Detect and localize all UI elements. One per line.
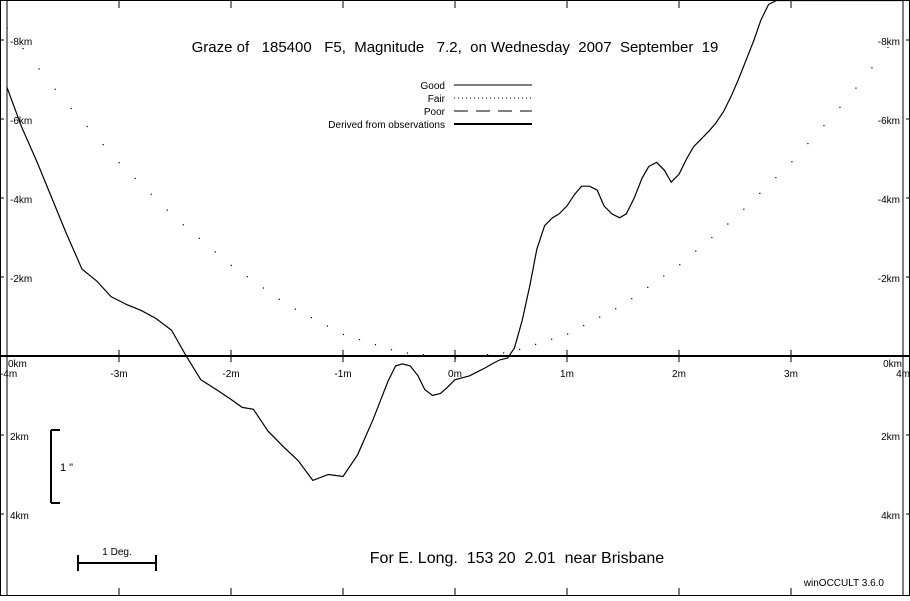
y-tick-label-right: 4km <box>881 511 900 522</box>
degree-scale-label: 1 Deg. <box>102 547 131 558</box>
y-tick-label-right: 2km <box>881 432 900 443</box>
series-fair-point <box>406 352 409 354</box>
y-tick-label-left: 4km <box>10 511 29 522</box>
series-fair-point <box>102 144 104 146</box>
series-fair-dots <box>6 27 889 359</box>
series-fair-point <box>679 264 681 266</box>
y-tick-label-right: -2km <box>878 274 900 285</box>
series-fair-point <box>38 68 40 70</box>
x-tick-label: -2m <box>222 369 239 380</box>
series-fair-point <box>711 236 713 239</box>
series-fair-point <box>342 333 345 336</box>
series-fair-point <box>54 88 56 90</box>
series-fair-point <box>599 316 601 318</box>
degree-scale-bar: 1 Deg. <box>77 547 157 571</box>
legend-label-fair: Fair <box>428 94 446 105</box>
series-fair-point <box>118 162 120 164</box>
series-fair-point <box>583 325 585 327</box>
series-fair-point <box>310 317 313 319</box>
series-fair-point <box>6 27 8 29</box>
series-fair-point <box>262 287 264 289</box>
series-fair-point <box>470 355 473 357</box>
y-tick-label-left: -4km <box>10 195 32 206</box>
y-tick-label-right: -8km <box>878 37 900 48</box>
y-tick-label-left: 0km <box>8 359 27 370</box>
series-fair-point <box>535 343 537 345</box>
series-fair-point <box>631 298 633 300</box>
x-tick-label: -3m <box>110 369 127 380</box>
series-fair-point <box>791 161 793 163</box>
series-fair-point <box>230 264 232 267</box>
y-tick-label-left: -6km <box>10 116 32 127</box>
series-fair-point <box>855 87 857 89</box>
series-fair-point <box>214 251 216 253</box>
y-tick-label-right: 0km <box>883 359 902 370</box>
series-fair-point <box>246 276 248 278</box>
series-fair-point <box>551 338 553 340</box>
series-fair-point <box>871 67 873 69</box>
legend-label-derived: Derived from observations <box>328 120 445 131</box>
series-fair-point <box>502 352 505 354</box>
series-fair-point <box>166 209 168 211</box>
series-fair-point <box>70 107 72 110</box>
x-tick-label: 2m <box>672 369 686 380</box>
location-caption: For E. Long. 153 20 2.01 near Brisbane <box>370 550 665 567</box>
series-fair-point <box>727 223 729 225</box>
y-tick-label-right: -6km <box>878 116 900 127</box>
series-fair-point <box>134 177 136 180</box>
series-fair-point <box>743 208 745 210</box>
x-tick-label: 0m <box>448 369 462 380</box>
x-tick-label: 4m <box>896 369 910 380</box>
series-fair-point <box>695 250 697 252</box>
series-fair-point <box>182 224 184 226</box>
vertical-scale-marker: 1 " <box>50 429 73 504</box>
series-fair-point <box>615 308 617 310</box>
series-layer <box>6 0 903 482</box>
chart-title: Graze of 185400 F5, Magnitude 7.2, on We… <box>192 39 719 56</box>
series-fair-point <box>663 275 665 277</box>
series-fair-point <box>839 106 841 109</box>
x-tick-label: 3m <box>784 369 798 380</box>
software-credit: winOCCULT 3.6.0 <box>803 578 885 589</box>
series-good-line <box>6 0 903 482</box>
y-tick-label-right: -4km <box>878 195 900 206</box>
series-fair-point <box>775 176 777 179</box>
series-fair-point <box>759 192 761 195</box>
series-fair-point <box>519 348 521 351</box>
y-tick-label-left: -8km <box>10 37 32 48</box>
series-fair-point <box>278 298 280 300</box>
y-tick-label-left: -2km <box>10 274 32 285</box>
series-fair-point <box>294 308 296 310</box>
vertical-scale-label: 1 " <box>60 462 73 474</box>
series-fair-point <box>374 344 377 346</box>
series-fair-point <box>22 47 24 50</box>
series-fair-point <box>454 357 457 359</box>
x-tick-label: -1m <box>334 369 351 380</box>
legend-label-poor: Poor <box>424 107 446 118</box>
series-fair-point <box>86 125 88 128</box>
series-fair-point <box>198 237 200 239</box>
series-fair-point <box>358 338 361 341</box>
x-tick-label: -4m <box>0 369 17 380</box>
legend: Good Fair Poor Derived from observations <box>328 81 532 131</box>
series-fair-point <box>438 355 441 358</box>
series-fair-point <box>422 354 425 356</box>
series-fair-point <box>150 193 152 195</box>
series-fair-point <box>567 333 569 335</box>
series-fair-point <box>887 46 889 49</box>
x-tick-label: 1m <box>560 369 574 380</box>
series-fair-point <box>486 354 489 356</box>
series-fair-point <box>823 124 825 127</box>
series-fair-point <box>326 325 329 327</box>
y-tick-label-left: 2km <box>10 432 29 443</box>
legend-label-good: Good <box>421 81 445 92</box>
series-fair-point <box>390 349 393 351</box>
series-fair-point <box>807 142 809 145</box>
series-fair-point <box>647 286 649 288</box>
